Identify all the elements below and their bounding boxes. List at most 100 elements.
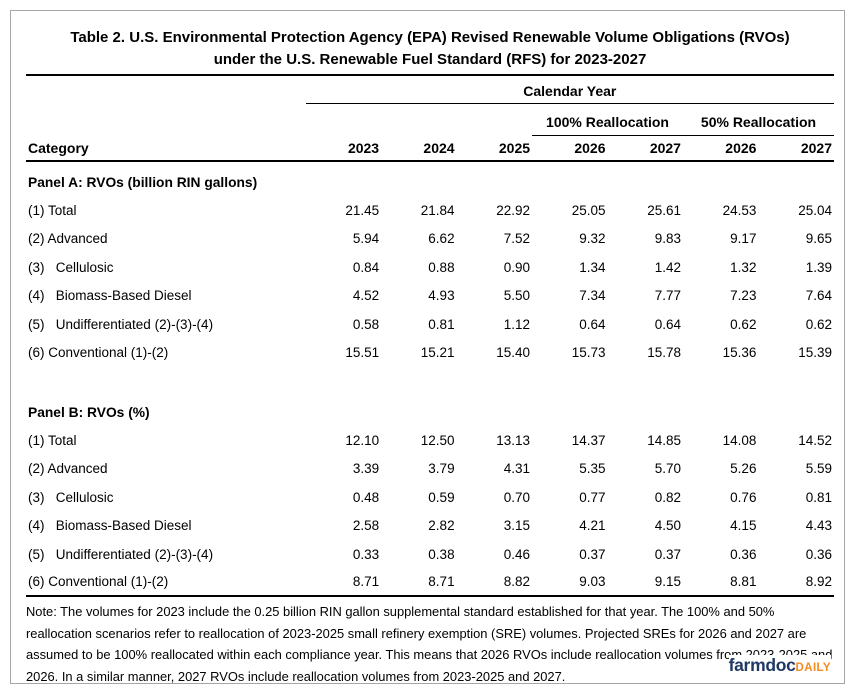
header-spacer — [26, 103, 532, 135]
cell-value: 13.13 — [496, 432, 531, 448]
row-label: (4) Biomass-Based Diesel — [28, 518, 192, 533]
table-row: (1) Total 12.10 12.50 13.13 14.37 14.85 … — [26, 425, 834, 454]
table-title-line1: Table 2. U.S. Environmental Protection A… — [70, 29, 790, 46]
cell-value: 12.10 — [345, 432, 380, 448]
cell-value: 0.81 — [805, 489, 832, 505]
cell-value: 6.62 — [428, 231, 455, 246]
cell-value: 0.70 — [503, 489, 531, 505]
cell-value: 0.38 — [428, 546, 455, 562]
cell-value: 21.45 — [345, 202, 380, 218]
panel-b-header-row: Panel B: RVOs (%) — [26, 392, 834, 425]
cell-value: 7.34 — [579, 288, 606, 303]
cell-value: 0.81 — [428, 316, 455, 332]
cell-value: 4.52 — [352, 288, 380, 303]
cell-value: 15.73 — [571, 345, 606, 360]
realloc-50-header: 50% Reallocation — [682, 103, 834, 136]
cell-value: 5.59 — [805, 461, 832, 476]
cell-value: 14.37 — [571, 432, 606, 448]
row-label: (5) Undifferentiated (2)-(3)-(4) — [28, 316, 214, 332]
cell-value: 9.17 — [730, 231, 757, 246]
cell-value: 8.71 — [305, 567, 382, 597]
panel-b-title: Panel B: RVOs (%) — [28, 405, 150, 420]
cell-value: 2.82 — [428, 518, 455, 533]
row-label: (1) Total — [28, 432, 77, 448]
cell-value: 3.79 — [428, 461, 455, 476]
table-row: (2) Advanced 3.39 3.79 4.31 5.35 5.70 5.… — [26, 454, 834, 483]
header-spacer — [26, 75, 306, 103]
cell-value: 9.32 — [579, 231, 606, 246]
table-row: (4) Biomass-Based Diesel 4.52 4.93 5.50 … — [26, 281, 834, 310]
cell-value: 8.92 — [758, 567, 834, 597]
table-row: (3) Cellulosic 0.48 0.59 0.70 0.77 0.82 … — [26, 482, 834, 511]
cell-value: 0.33 — [352, 546, 380, 562]
cell-value: 0.88 — [428, 259, 455, 275]
cell-value: 4.21 — [579, 518, 606, 533]
cell-value: 1.32 — [730, 259, 757, 275]
year-header-2025: 2025 — [456, 135, 533, 162]
table-note: Note: The volumes for 2023 include the 0… — [26, 604, 833, 684]
table-figure: Table 2. U.S. Environmental Protection A… — [10, 10, 845, 684]
cell-value: 15.40 — [496, 345, 531, 360]
cell-value: 15.36 — [722, 345, 757, 360]
year-header-2026-100: 2026 — [532, 135, 608, 162]
cell-value: 24.53 — [722, 202, 757, 218]
cell-value: 7.77 — [654, 288, 681, 303]
logo-farmdoc-text: farmdoc — [728, 655, 796, 675]
cell-value: 0.36 — [805, 546, 832, 562]
table-row: (2) Advanced 5.94 6.62 7.52 9.32 9.83 9.… — [26, 224, 834, 253]
panel-a-title: Panel A: RVOs (billion RIN gallons) — [28, 175, 258, 190]
cell-value: 0.64 — [579, 316, 606, 332]
year-header-2027-100: 2027 — [607, 135, 683, 162]
table-title: Table 2. U.S. Environmental Protection A… — [26, 27, 834, 71]
rvo-table: Calendar Year 100% Reallocation 50% Real… — [26, 74, 834, 597]
row-label: (2) Advanced — [28, 461, 108, 476]
cell-value: 1.39 — [805, 259, 832, 275]
cell-value: 9.65 — [805, 231, 832, 246]
table-title-line2: under the U.S. Renewable Fuel Standard (… — [213, 51, 647, 68]
cell-value: 0.36 — [730, 546, 757, 562]
table-row: (3) Cellulosic 0.84 0.88 0.90 1.34 1.42 … — [26, 252, 834, 281]
cell-value: 5.35 — [579, 461, 606, 476]
cell-value: 9.03 — [532, 567, 608, 597]
year-header-2027-50: 2027 — [758, 135, 834, 162]
cell-value: 21.84 — [420, 202, 455, 218]
header-row-reallocation: 100% Reallocation 50% Reallocation — [26, 103, 834, 136]
cell-value: 7.52 — [503, 231, 531, 246]
cell-value: 4.93 — [428, 288, 455, 303]
table-row: (1) Total 21.45 21.84 22.92 25.05 25.61 … — [26, 195, 834, 224]
row-label: (1) Total — [28, 202, 77, 218]
row-label: (2) Advanced — [28, 231, 108, 246]
cell-value: 4.50 — [654, 518, 681, 533]
cell-value: 5.26 — [730, 461, 757, 476]
cell-value: 0.62 — [805, 316, 832, 332]
cell-value: 3.15 — [503, 518, 531, 533]
row-label: (3) Cellulosic — [28, 489, 114, 505]
cell-value: 1.42 — [654, 259, 681, 275]
cell-value: 0.64 — [654, 316, 681, 332]
cell-value: 0.37 — [579, 546, 606, 562]
year-header-2026-50: 2026 — [682, 135, 759, 162]
cell-value: 4.15 — [730, 518, 757, 533]
category-header: Category — [26, 135, 306, 162]
cell-value: 9.15 — [607, 567, 683, 597]
logo-daily-text: DAILY — [795, 662, 831, 674]
cell-value: 7.64 — [805, 288, 832, 303]
cell-value: 4.31 — [503, 461, 531, 476]
cell-value: 0.59 — [428, 489, 455, 505]
row-label: (4) Biomass-Based Diesel — [28, 288, 192, 303]
row-label: (5) Undifferentiated (2)-(3)-(4) — [28, 546, 214, 562]
cell-value: 15.21 — [420, 345, 455, 360]
cell-value: 0.90 — [503, 259, 531, 275]
cell-value: 1.12 — [503, 316, 531, 332]
cell-value: 0.77 — [579, 489, 606, 505]
cell-value: 14.08 — [722, 432, 757, 448]
cell-value: 8.71 — [381, 567, 457, 597]
cell-value: 0.62 — [730, 316, 757, 332]
cell-value: 3.39 — [352, 461, 380, 476]
realloc-100-header: 100% Reallocation — [532, 103, 683, 136]
row-label: (3) Cellulosic — [28, 259, 114, 275]
cell-value: 22.92 — [496, 202, 531, 218]
table-row: (5) Undifferentiated (2)-(3)-(4) 0.33 0.… — [26, 539, 834, 568]
cell-value: 14.85 — [647, 432, 681, 448]
cell-value: 8.81 — [682, 567, 759, 597]
